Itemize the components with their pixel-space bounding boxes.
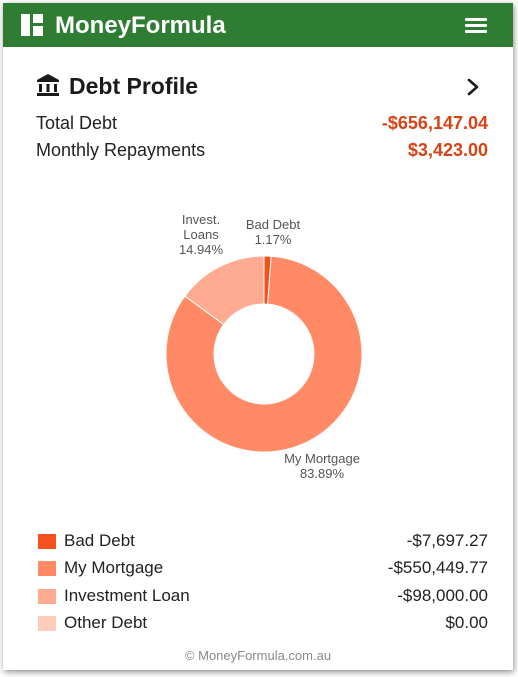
legend-label: My Mortgage	[64, 558, 164, 577]
donut-slice	[184, 255, 265, 326]
monthly-repayments-label: Monthly Repayments	[36, 140, 206, 160]
donut-slice-label: Invest. Loans 14.94%	[179, 212, 224, 257]
total-debt-value: -$656,147.04	[381, 113, 488, 133]
chevron-right-icon[interactable]	[466, 77, 480, 97]
legend-value: -$7,697.27	[406, 531, 488, 550]
legend-item: Other Debt $0.00	[36, 612, 488, 634]
legend-swatch	[38, 616, 56, 631]
total-debt-row: Total Debt -$656,147.04	[36, 111, 488, 135]
legend-item: Bad Debt -$7,697.27	[36, 530, 488, 552]
dashboard-grid-icon	[21, 14, 43, 36]
legend-value: $0.00	[445, 613, 488, 632]
monthly-repayments-value: $3,423.00	[407, 140, 488, 160]
panel-title: Debt Profile	[69, 73, 199, 99]
footer-copyright: © MoneyFormula.com.au	[184, 648, 332, 663]
panel-header: Debt Profile	[36, 71, 486, 103]
app-window: MoneyFormula Debt Profile Total Debt -$6…	[3, 3, 513, 670]
donut-slice-label: Bad Debt 1.17%	[246, 217, 301, 247]
legend-item: Investment Loan -$98,000.00	[36, 585, 488, 607]
legend-item: My Mortgage -$550,449.77	[36, 557, 488, 579]
donut-slice-label: My Mortgage 83.89%	[284, 451, 360, 481]
donut-svg: Bad Debt 1.17% My Mortgage 83.89% Invest. Loa…	[165, 212, 363, 481]
legend-value: -$98,000.00	[397, 586, 488, 605]
legend-label: Investment Loan	[64, 586, 190, 605]
legend-swatch	[38, 561, 56, 576]
legend-label: Other Debt	[64, 613, 148, 632]
app-title: MoneyFormula	[55, 12, 226, 39]
monthly-repayments-row: Monthly Repayments $3,423.00	[36, 138, 488, 162]
legend-swatch	[38, 534, 56, 549]
donut-slice	[165, 255, 363, 453]
legend-swatch	[38, 589, 56, 604]
hamburger-menu-icon[interactable]	[465, 18, 487, 34]
top-app-bar: MoneyFormula	[3, 3, 513, 47]
bank-icon	[37, 74, 59, 96]
total-debt-label: Total Debt	[36, 113, 118, 133]
legend-label: Bad Debt	[64, 531, 135, 550]
debt-donut-chart: Bad Debt 1.17% My Mortgage 83.89% Invest. Loa…	[153, 201, 373, 491]
legend-value: -$550,449.77	[387, 558, 488, 577]
